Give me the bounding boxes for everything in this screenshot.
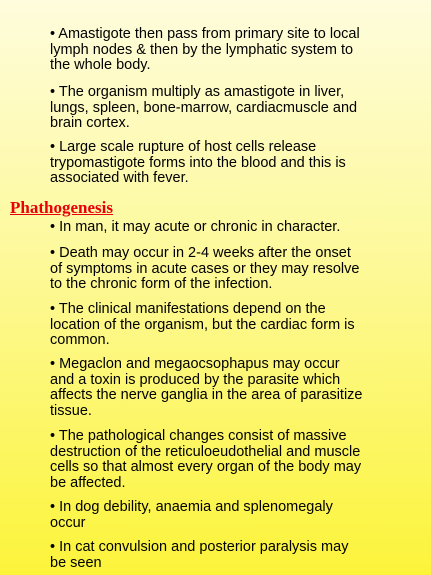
bullet-line: of symptoms in acute cases or they may r… (50, 260, 360, 277)
bullet-line: • Amastigote then pass from primary site… (50, 26, 360, 42)
bullet-line: be affected. (50, 474, 126, 491)
bullet-line: • The organism multiply as amastigote in… (50, 84, 345, 100)
bullet-line: location of the organism, but the cardia… (50, 316, 355, 333)
bullet-line: lungs, spleen, bone-marrow, cardiacmuscl… (50, 99, 358, 116)
bullet-line: lymph nodes & then by the lymphatic syst… (50, 41, 354, 58)
bullet-line: • Death may occur in 2-4 weeks after the… (50, 245, 351, 261)
bullet-pathological-changes: • The pathological changes consist of ma… (50, 428, 362, 491)
bullet-line: cells so that almost every organ of the … (50, 459, 362, 475)
bullet-clinical-manifestations: • The clinical manifestations depend on … (50, 301, 355, 349)
bullet-line: destruction of the reticuloeudothelial a… (50, 443, 361, 460)
bullet-host-cell-rupture: • Large scale rupture of host cells rele… (50, 139, 346, 187)
bullet-line: common. (50, 332, 110, 348)
bullet-line: to the chronic form of the infection. (50, 276, 273, 292)
bullet-line: • Large scale rupture of host cells rele… (50, 139, 317, 155)
bullet-cat-convulsion: • In cat convulsion and posterior paraly… (50, 539, 349, 571)
bullet-line: associated with fever. (50, 170, 189, 186)
bullet-line: be seen (50, 554, 102, 571)
bullet-acute-chronic: • In man, it may acute or chronic in cha… (50, 219, 341, 236)
bullet-line: brain cortex. (50, 115, 130, 131)
bullet-line: the whole body. (50, 57, 151, 73)
bullet-line: • In cat convulsion and posterior paraly… (50, 539, 349, 555)
bullet-line: affects the nerve ganglia in the area of… (50, 387, 363, 403)
bullet-line: • Megaclon and megaocsophapus may occur (50, 356, 340, 372)
bullet-organism-multiply: • The organism multiply as amastigote in… (50, 84, 358, 132)
bullet-line: • The clinical manifestations depend on … (50, 301, 326, 317)
bullet-dog-debility: • In dog debility, anaemia and splenomeg… (50, 499, 333, 531)
bullet-death-occur: • Death may occur in 2-4 weeks after the… (50, 245, 360, 293)
bullet-amastigote-spread: • Amastigote then pass from primary site… (50, 26, 360, 74)
bullet-line: and a toxin is produced by the parasite … (50, 371, 341, 388)
bullet-megaclon-toxin: • Megaclon and megaocsophapus may occur … (50, 356, 363, 419)
bullet-line: occur (50, 514, 86, 531)
bullet-line: • In dog debility, anaemia and splenomeg… (50, 499, 333, 515)
bullet-line: tissue. (50, 402, 92, 419)
section-heading: Phathogenesis (10, 198, 113, 217)
bullet-line: trypomastigote forms into the blood and … (50, 154, 346, 171)
bullet-line: • The pathological changes consist of ma… (50, 428, 347, 444)
bullet-line: • In man, it may acute or chronic in cha… (50, 219, 341, 235)
